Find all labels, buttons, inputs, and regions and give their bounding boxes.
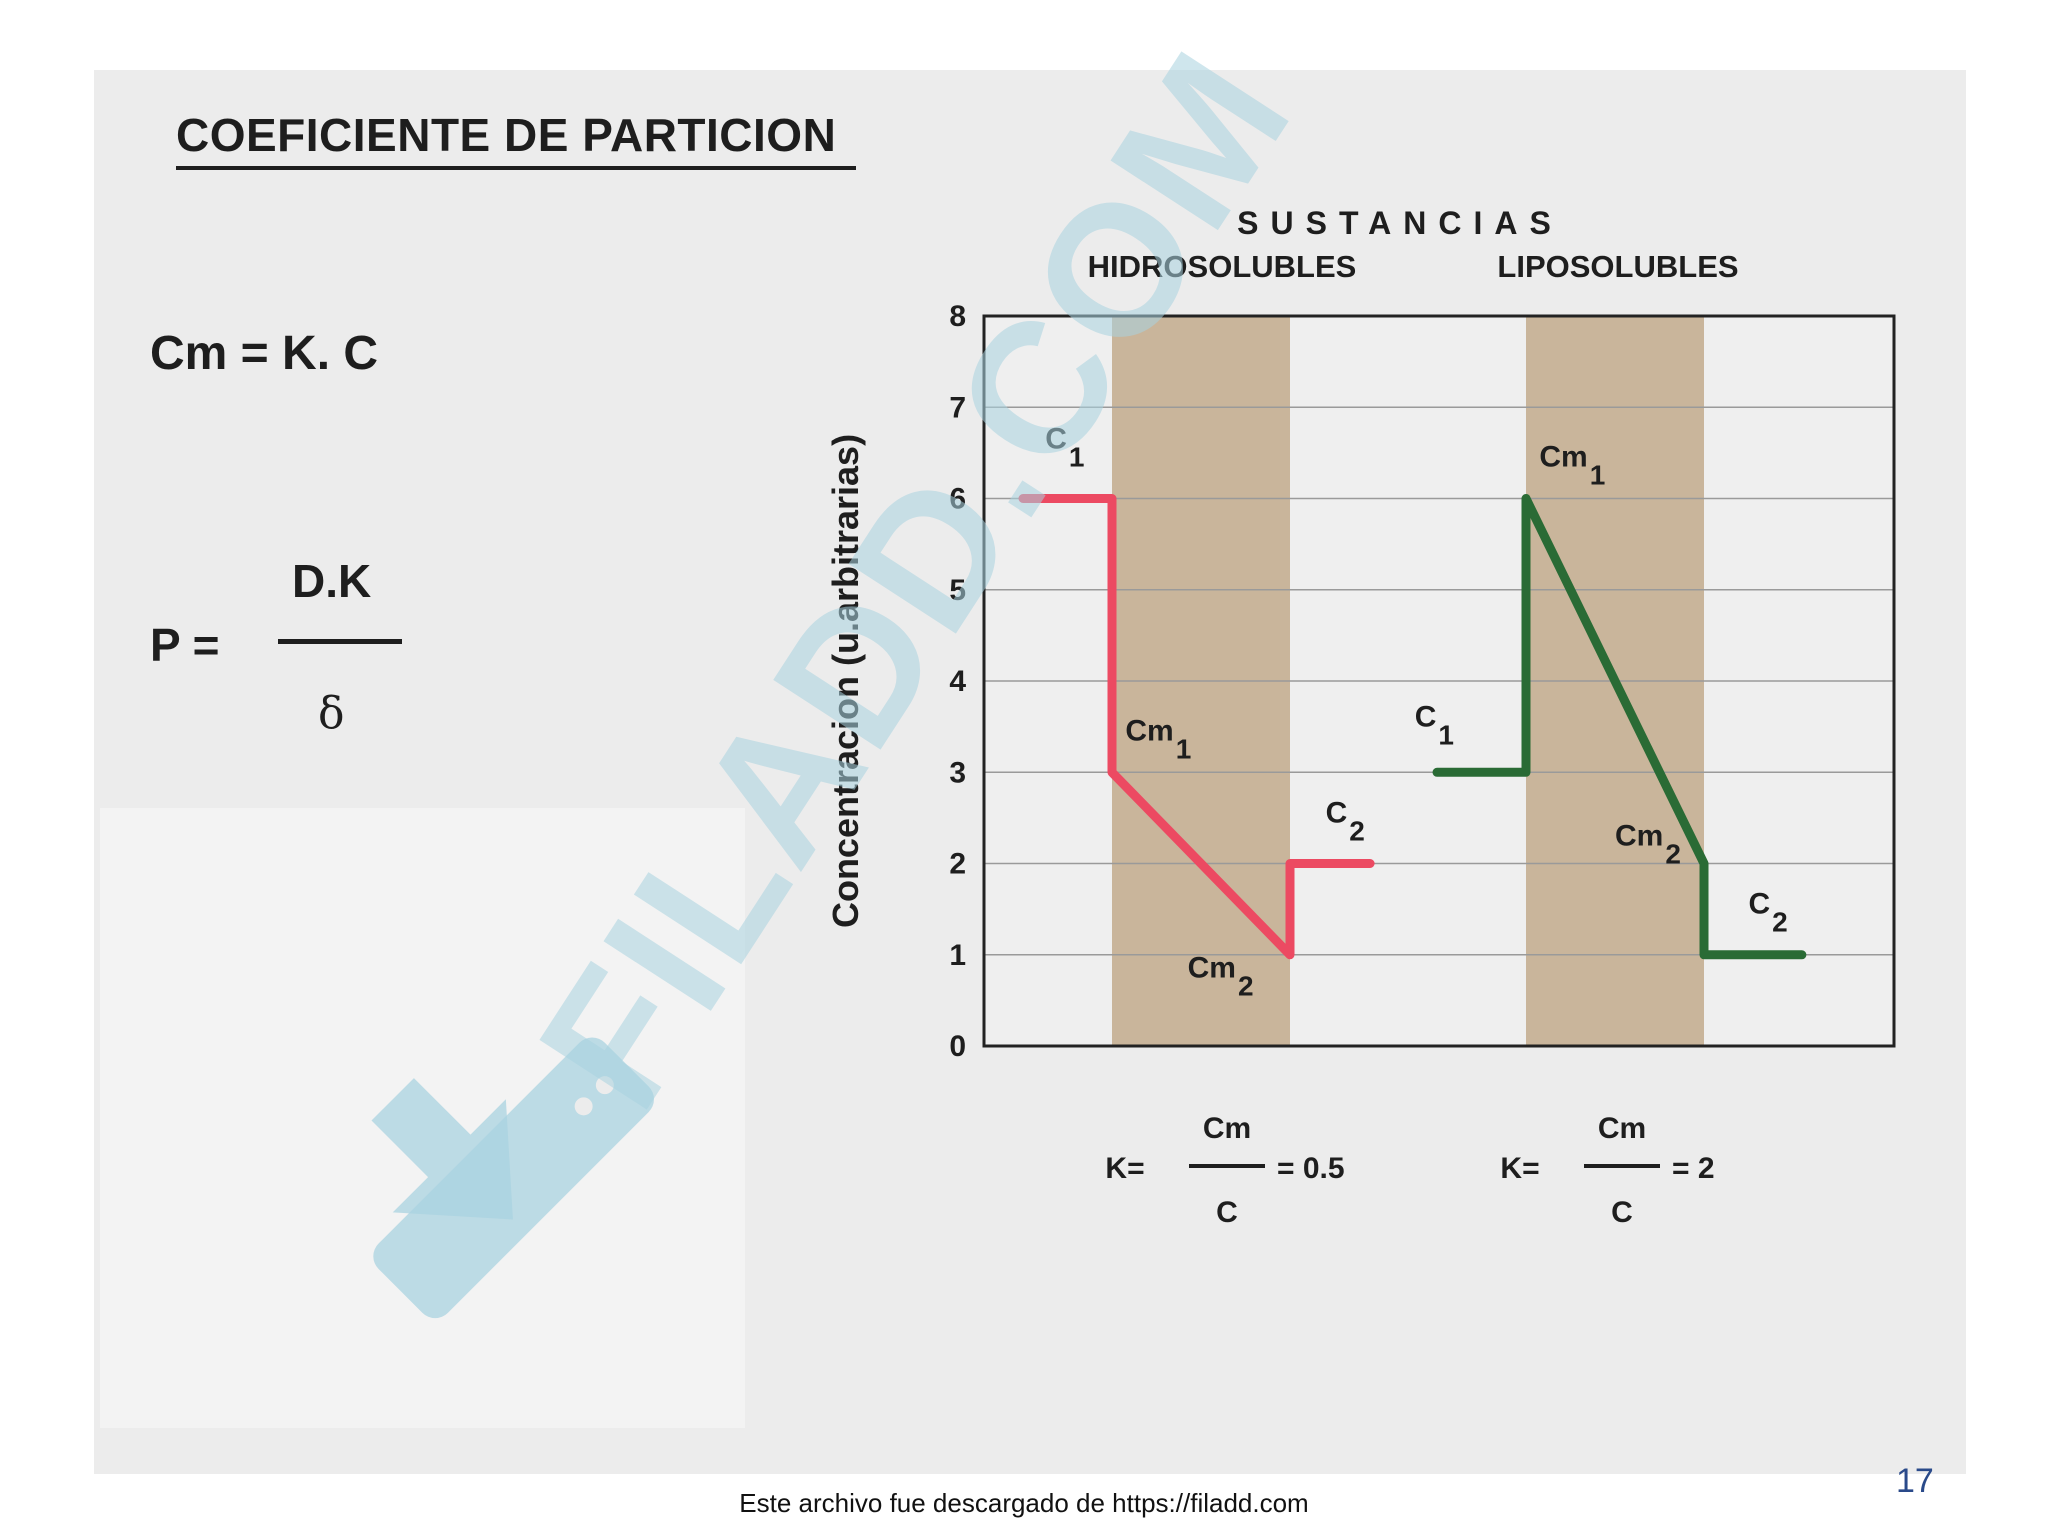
- point-label: C2: [1749, 888, 1788, 938]
- y-tick-label: 3: [949, 756, 966, 789]
- formula-p-numerator: D.K: [292, 555, 372, 607]
- point-label-main: Cm: [1188, 952, 1236, 985]
- series-line-hidrosolubles: [1018, 494, 1375, 960]
- point-label-sub: 2: [1665, 838, 1681, 869]
- point-label-main: C: [1326, 796, 1348, 829]
- point-label-main: Cm: [1125, 714, 1173, 747]
- y-tick-label: 1: [949, 939, 966, 972]
- point-label-sub: 1: [1438, 720, 1454, 751]
- point-label-main: Cm: [1615, 819, 1663, 852]
- point-label-main: C: [1749, 888, 1771, 921]
- k-formula-numerator: Cm: [1203, 1112, 1251, 1145]
- k-formula-result: = 0.5: [1277, 1152, 1345, 1185]
- point-label: C1: [1415, 701, 1454, 751]
- point-label-main: C: [1045, 422, 1067, 455]
- k-formula-denominator: C: [1216, 1196, 1238, 1229]
- panel-name: HIDROSOLUBLES: [1088, 249, 1357, 284]
- point-label-sub: 1: [1176, 733, 1192, 764]
- point-label-sub: 2: [1349, 815, 1365, 846]
- y-tick-label: 4: [949, 665, 966, 698]
- point-label: Cm1: [1125, 714, 1191, 764]
- panel-name: LIPOSOLUBLES: [1497, 249, 1738, 284]
- point-label: Cm1: [1539, 441, 1605, 491]
- y-tick-label: 2: [949, 848, 966, 881]
- series-line-liposolubles: [1432, 494, 1807, 960]
- formula-p-fraction-bar: [278, 639, 402, 644]
- point-label-sub: 2: [1772, 907, 1788, 938]
- slide-title: COEFICIENTE DE PARTICION: [176, 108, 857, 170]
- formula-cm-kc: Cm = K. C: [150, 327, 379, 380]
- point-label-sub: 1: [1069, 441, 1085, 472]
- point-label-sub: 1: [1590, 460, 1606, 491]
- k-formula-denominator: C: [1611, 1196, 1633, 1229]
- page-number: 17: [1896, 1462, 1934, 1500]
- k-formula-lhs: K=: [1105, 1152, 1144, 1185]
- point-label: C2: [1326, 796, 1365, 846]
- point-label: Cm2: [1615, 819, 1681, 869]
- k-formula-numerator: Cm: [1598, 1112, 1646, 1145]
- y-tick-label: 8: [949, 300, 966, 333]
- y-axis-label: Concentracion (u.arbitrarias): [825, 434, 866, 928]
- plot-frame: [982, 314, 1896, 1048]
- y-tick-label: 0: [949, 1030, 966, 1063]
- formula-p-lhs: P =: [150, 619, 220, 671]
- point-label: C1: [1045, 422, 1084, 472]
- y-tick-label: 5: [949, 574, 966, 607]
- formula-p-denominator: δ: [318, 688, 345, 739]
- point-label-main: C: [1415, 701, 1437, 734]
- k-formula-result: = 2: [1672, 1152, 1715, 1185]
- k-formula-lhs: K=: [1500, 1152, 1539, 1185]
- point-label-sub: 2: [1238, 971, 1254, 1002]
- point-label-main: Cm: [1539, 441, 1587, 474]
- y-tick-label: 7: [949, 391, 966, 424]
- chart-title: SUSTANCIAS: [1237, 205, 1563, 241]
- y-tick-label: 6: [949, 483, 966, 516]
- footer-source: Este archivo fue descargado de https://f…: [739, 1488, 1309, 1518]
- point-label: Cm2: [1188, 952, 1254, 1002]
